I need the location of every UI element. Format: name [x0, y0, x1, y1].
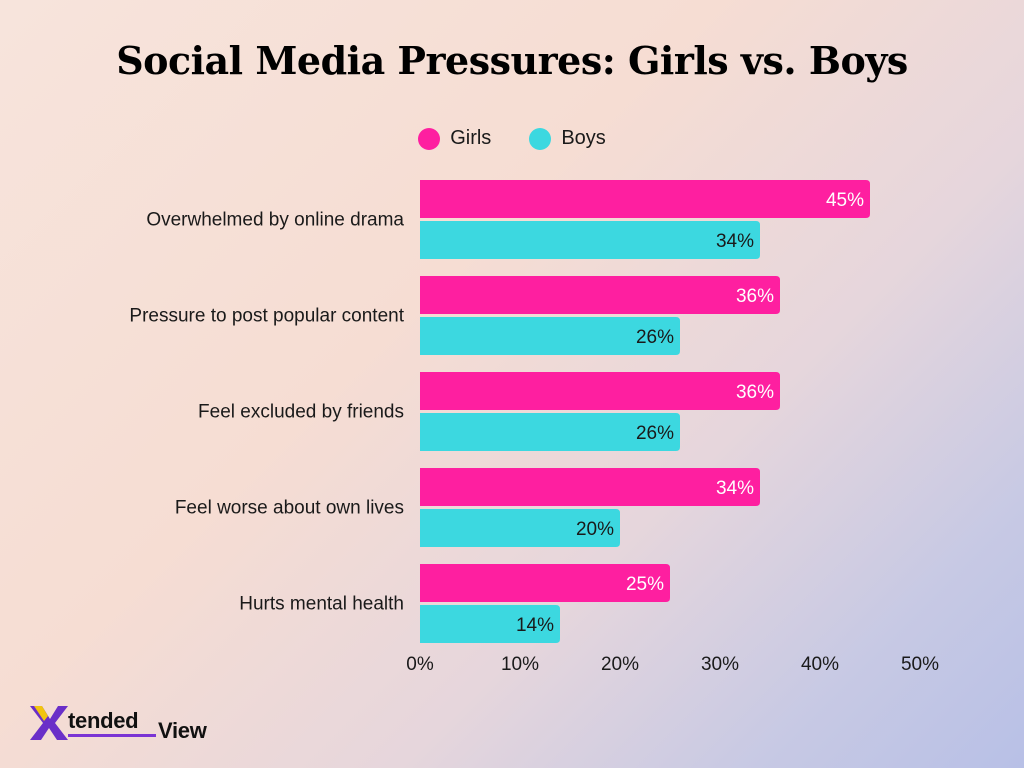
bar-girls — [420, 180, 870, 218]
x-tick-label: 50% — [901, 654, 939, 675]
data-label: 34% — [716, 231, 754, 252]
data-label: 34% — [716, 478, 754, 499]
category-label: Pressure to post popular content — [129, 306, 404, 327]
logo-x-icon — [30, 706, 68, 740]
legend-label-boys: Boys — [561, 127, 606, 149]
data-label: 45% — [826, 190, 864, 211]
bar-girls — [420, 276, 780, 314]
category-label: Feel worse about own lives — [175, 498, 404, 519]
category-label: Feel excluded by friends — [198, 402, 404, 423]
logo-word-tended: tended — [68, 708, 139, 733]
chart-title: Social Media Pressures: Girls vs. Boys — [116, 38, 908, 83]
category-label: Hurts mental health — [239, 594, 404, 615]
data-label: 26% — [636, 423, 674, 444]
logo-word-view: View — [158, 718, 207, 743]
bar-boys — [420, 221, 760, 259]
logo-underline — [68, 734, 156, 737]
data-label: 26% — [636, 327, 674, 348]
bar-girls — [420, 564, 670, 602]
data-label: 20% — [576, 519, 614, 540]
data-label: 36% — [736, 286, 774, 307]
bar-boys — [420, 509, 620, 547]
legend-item-girls: Girls — [418, 127, 491, 150]
x-tick-label: 30% — [701, 654, 739, 675]
x-tick-label: 10% — [501, 654, 539, 675]
data-label: 36% — [736, 382, 774, 403]
data-label: 25% — [626, 574, 664, 595]
legend-label-girls: Girls — [450, 127, 492, 149]
bar-boys — [420, 605, 560, 643]
data-label: 14% — [516, 615, 554, 636]
legend-swatch-girls — [418, 127, 441, 150]
bar-girls — [420, 372, 780, 410]
legend-swatch-boys — [529, 127, 552, 150]
bar-boys — [420, 317, 680, 355]
brand-logo: tended View — [28, 702, 228, 746]
legend-item-boys: Boys — [529, 127, 606, 150]
bar-girls — [420, 468, 760, 506]
x-tick-label: 40% — [801, 654, 839, 675]
bar-boys — [420, 413, 680, 451]
x-tick-label: 0% — [406, 654, 434, 675]
category-label: Overwhelmed by online drama — [146, 210, 404, 231]
bar-chart: Overwhelmed by online drama 45% 34% Pressur… — [129, 180, 939, 675]
x-tick-label: 20% — [601, 654, 639, 675]
chart-legend: Girls Boys — [0, 127, 1024, 150]
